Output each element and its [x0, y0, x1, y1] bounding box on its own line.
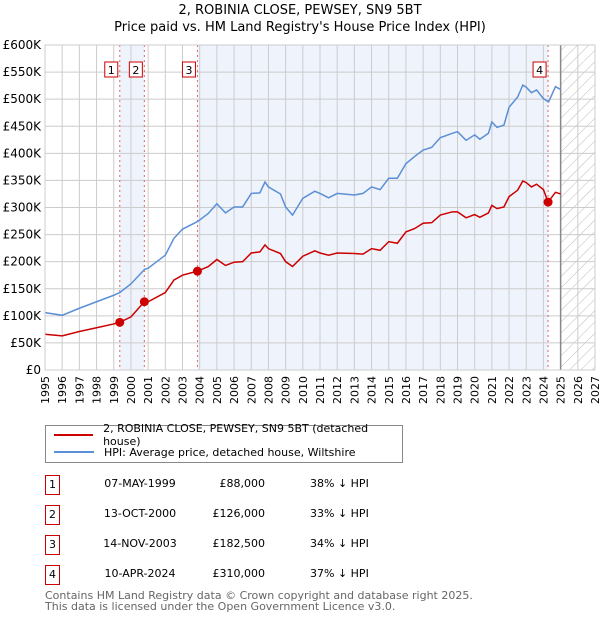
- legend-item-hpi: HPI: Average price, detached house, Wilt…: [54, 444, 356, 460]
- y-tick-label: £350K: [3, 173, 43, 187]
- sale-number: 4: [45, 565, 60, 585]
- x-tick-label: 1998: [91, 376, 104, 404]
- x-tick-label: 2022: [503, 376, 516, 404]
- sale-row: 2 13-OCT-2000 £126,000 33% ↓ HPI: [45, 505, 445, 525]
- sale-date: 07-MAY-1999: [104, 477, 176, 490]
- sale-label: 1: [108, 64, 115, 77]
- legend-red-line: [54, 434, 94, 436]
- x-tick-label: 2016: [400, 376, 413, 404]
- x-tick-label: 2027: [589, 376, 600, 404]
- sale-row: 1 07-MAY-1999 £88,000 38% ↓ HPI: [45, 475, 445, 495]
- y-tick-label: £0: [26, 363, 41, 377]
- y-tick-label: £50K: [10, 336, 42, 350]
- footer-line2: This data is licensed under the Open Gov…: [45, 600, 396, 613]
- x-tick-label: 2024: [537, 376, 550, 404]
- legend-item-property: 2, ROBINIA CLOSE, PEWSEY, SN9 5BT (detac…: [54, 422, 402, 448]
- x-tick-label: 2010: [297, 376, 310, 404]
- sale-date: 14-NOV-2003: [103, 537, 177, 550]
- x-tick-label: 2009: [280, 376, 293, 404]
- chart-title: 2, ROBINIA CLOSE, PEWSEY, SN9 5BT: [178, 3, 422, 18]
- x-tick-label: 1997: [73, 376, 86, 404]
- sale-label: 2: [132, 64, 139, 77]
- plot-border: [44, 44, 596, 371]
- x-tick-label: 2023: [520, 376, 533, 404]
- sale-label-box: [104, 61, 119, 78]
- x-tick-label: 2012: [331, 376, 344, 404]
- sale-point: [543, 197, 553, 207]
- x-tick-label: 1996: [56, 376, 69, 404]
- sale-label: 4: [536, 64, 543, 77]
- y-tick-label: £150K: [3, 282, 43, 296]
- y-tick-label: £200K: [3, 255, 43, 269]
- footer-line1: Contains HM Land Registry data © Crown c…: [45, 589, 473, 602]
- sale-price: £182,500: [212, 537, 266, 550]
- legend: 2, ROBINIA CLOSE, PEWSEY, SN9 5BT (detac…: [45, 422, 403, 463]
- x-tick-label: 2018: [434, 376, 447, 404]
- x-tick-label: 1995: [39, 376, 52, 404]
- x-tick-label: 2015: [383, 376, 396, 404]
- chart-subtitle: Price paid vs. HM Land Registry's House …: [114, 20, 486, 35]
- x-tick-label: 2002: [159, 376, 172, 404]
- sale-price: £310,000: [212, 567, 266, 580]
- sale-date: 13-OCT-2000: [103, 507, 177, 520]
- sale-price: £88,000: [219, 477, 266, 490]
- series-line: [44, 179, 561, 337]
- y-tick-label: £450K: [3, 119, 43, 133]
- x-tick-label: 2003: [177, 376, 190, 404]
- sale-price: £126,000: [212, 507, 266, 520]
- x-tick-label: 2006: [228, 376, 241, 404]
- x-tick-label: 2019: [452, 376, 465, 404]
- sale-point: [115, 317, 125, 327]
- y-tick-label: £500K: [3, 92, 43, 106]
- x-tick-label: 2005: [211, 376, 224, 404]
- sale-point: [192, 266, 202, 276]
- sale-date: 10-APR-2024: [104, 567, 176, 580]
- sale-row: 4 10-APR-2024 £310,000 37% ↓ HPI: [45, 565, 445, 585]
- x-tick-label: 2001: [142, 376, 155, 404]
- x-tick-label: 2025: [555, 376, 568, 404]
- legend-label: HPI: Average price, detached house, Wilt…: [104, 445, 356, 459]
- sale-label-box: [181, 61, 196, 78]
- x-tick-label: 2014: [366, 376, 379, 404]
- legend-blue-line: [54, 451, 94, 453]
- footer: Contains HM Land Registry data © Crown c…: [45, 590, 473, 612]
- x-tick-label: 2007: [245, 376, 258, 404]
- sale-label: 3: [185, 64, 192, 77]
- sale-row: 3 14-NOV-2003 £182,500 34% ↓ HPI: [45, 535, 445, 555]
- sale-hpi-diff: 37% ↓ HPI: [310, 567, 369, 580]
- series-line: [44, 83, 561, 317]
- y-tick-label: £100K: [3, 309, 43, 323]
- sale-hpi-diff: 33% ↓ HPI: [310, 507, 369, 520]
- sale-label-box: [128, 61, 143, 78]
- sale-number: 1: [45, 475, 60, 495]
- chart-svg: 1995 1996 1997 1998 1999 2000 2001 2002 2003 2004…: [3, 38, 600, 404]
- x-tick-label: 2021: [486, 376, 499, 404]
- x-tick-label: 2008: [262, 376, 275, 404]
- sale-point: [139, 297, 149, 307]
- x-tick-label: 2013: [348, 376, 361, 404]
- sale-label-box: [532, 61, 547, 78]
- y-tick-label: £550K: [3, 65, 43, 79]
- y-tick-label: £600K: [3, 38, 43, 52]
- x-tick-label: 1999: [108, 376, 121, 404]
- y-tick-label: £400K: [3, 146, 43, 160]
- sale-hpi-diff: 34% ↓ HPI: [310, 537, 369, 550]
- x-tick-label: 2004: [194, 376, 207, 404]
- x-tick-label: 2026: [572, 376, 585, 404]
- x-tick-label: 2000: [125, 376, 138, 404]
- x-tick-label: 2011: [314, 376, 327, 404]
- x-tick-label: 2020: [469, 376, 482, 404]
- y-tick-label: £250K: [3, 228, 43, 242]
- legend-label: 2, ROBINIA CLOSE, PEWSEY, SN9 5BT (detac…: [103, 422, 369, 448]
- x-tick-label: 2017: [417, 376, 430, 404]
- sale-number: 3: [45, 535, 60, 555]
- y-tick-label: £300K: [3, 201, 43, 215]
- sale-number: 2: [45, 505, 60, 525]
- sale-hpi-diff: 38% ↓ HPI: [310, 477, 369, 490]
